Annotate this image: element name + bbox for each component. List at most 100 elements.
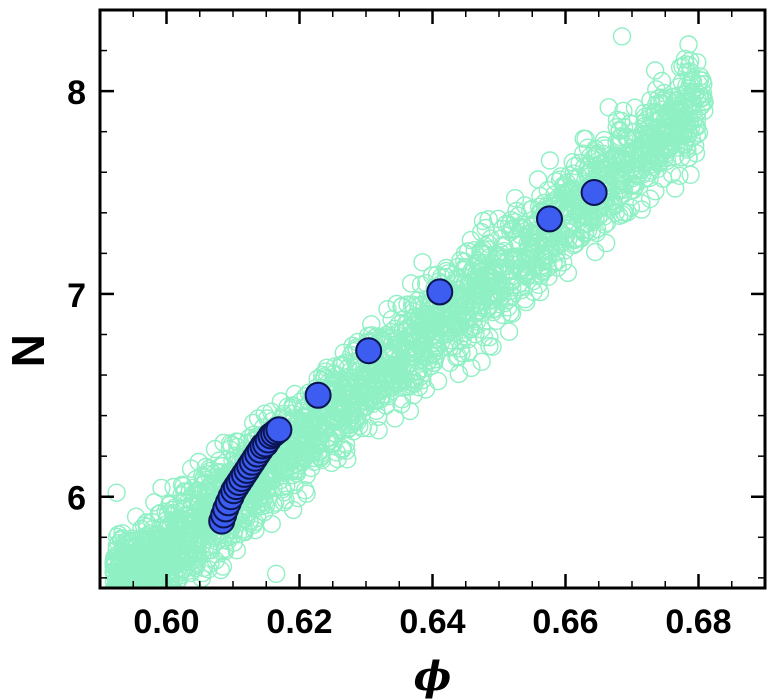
cloud-point [108, 629, 125, 646]
cloud-point [378, 300, 397, 319]
cloud-point [645, 148, 664, 168]
cloud-point [404, 302, 423, 321]
cloud-point [115, 603, 132, 620]
cloud-point [626, 176, 645, 195]
cloud-point [105, 618, 122, 635]
cloud-point [557, 183, 576, 203]
cloud-point [440, 334, 459, 353]
cloud-point [549, 232, 568, 252]
cloud-point [105, 618, 122, 635]
cloud-point [586, 139, 605, 159]
cloud-point [143, 519, 163, 538]
cloud-point [399, 353, 418, 373]
cloud-point [613, 205, 632, 224]
cloud-point [384, 372, 403, 392]
cloud-point [152, 478, 171, 498]
cloud-point [505, 188, 525, 208]
cloud-point [213, 557, 233, 576]
cloud-point [110, 594, 127, 611]
cloud-point [531, 186, 550, 206]
cloud-point [586, 147, 606, 166]
cloud-point [425, 338, 445, 358]
cloud-point [485, 288, 504, 307]
cloud-point [107, 635, 124, 652]
cloud-point [309, 415, 329, 434]
cloud-point [336, 435, 356, 454]
cloud-point [655, 148, 675, 168]
cloud-point [215, 542, 235, 561]
cloud-point [107, 609, 124, 626]
cloud-point [111, 610, 128, 627]
cloud-point [448, 347, 468, 366]
cloud-point [348, 409, 367, 428]
cloud-point [688, 53, 707, 72]
cloud-point [186, 550, 206, 569]
cloud-point [269, 456, 288, 476]
cloud-point [108, 621, 125, 638]
cloud-point [107, 617, 124, 634]
cloud-point [181, 459, 201, 478]
cloud-point [116, 591, 133, 608]
cloud-point [294, 433, 313, 452]
cloud-point [669, 115, 689, 134]
cloud-point [109, 618, 126, 635]
cloud-point [156, 539, 175, 559]
cloud-point [111, 597, 128, 614]
cloud-point [428, 371, 448, 391]
cloud-point [659, 101, 678, 121]
cloud-point [455, 252, 474, 271]
cloud-point [679, 35, 698, 54]
cloud-point [666, 179, 685, 198]
cloud-point [117, 606, 134, 623]
cloud-point [401, 325, 421, 345]
cloud-point [106, 594, 123, 611]
cloud-point [501, 303, 520, 322]
cloud-point [134, 583, 151, 588]
cloud-point [468, 272, 487, 291]
cloud-point [450, 269, 469, 289]
cloud-point [528, 170, 548, 189]
cloud-point [398, 362, 417, 381]
cloud-point [115, 605, 132, 622]
cloud-point [110, 600, 127, 617]
cloud-point [109, 611, 126, 628]
cloud-point [411, 324, 430, 343]
cloud-point [565, 169, 584, 188]
cloud-point [113, 608, 130, 625]
cloud-point [243, 413, 263, 433]
cloud-point [681, 165, 700, 185]
cloud-point [133, 536, 153, 555]
cloud-point [499, 260, 519, 279]
cloud-point [156, 502, 175, 521]
cloud-point [120, 556, 140, 575]
cloud-point [262, 514, 281, 534]
cloud-point [196, 470, 216, 490]
cloud-point [462, 358, 481, 378]
cloud-point [145, 493, 164, 512]
cloud-point [483, 337, 502, 356]
cloud-point [192, 475, 212, 495]
cloud-point [161, 544, 181, 563]
cloud-point [110, 592, 127, 609]
cloud-point [116, 608, 133, 625]
cloud-point [499, 322, 519, 341]
cloud-point [142, 562, 161, 582]
cloud-point [270, 471, 290, 490]
cloud-point [110, 597, 127, 614]
cloud-point [613, 185, 633, 204]
mean-point [265, 416, 293, 444]
cloud-point [274, 483, 294, 502]
cloud-point [105, 594, 122, 611]
cloud-point [111, 604, 128, 621]
cloud-point [691, 67, 710, 86]
cloud-point [105, 623, 122, 640]
cloud-point [681, 62, 700, 82]
cloud-point [480, 328, 499, 347]
cloud-point [586, 242, 605, 262]
cloud-point [177, 542, 196, 562]
cloud-point [110, 584, 126, 588]
cloud-point [401, 274, 421, 293]
cloud-point [111, 598, 128, 615]
cloud-point [267, 564, 286, 583]
cloud-point [112, 621, 129, 638]
